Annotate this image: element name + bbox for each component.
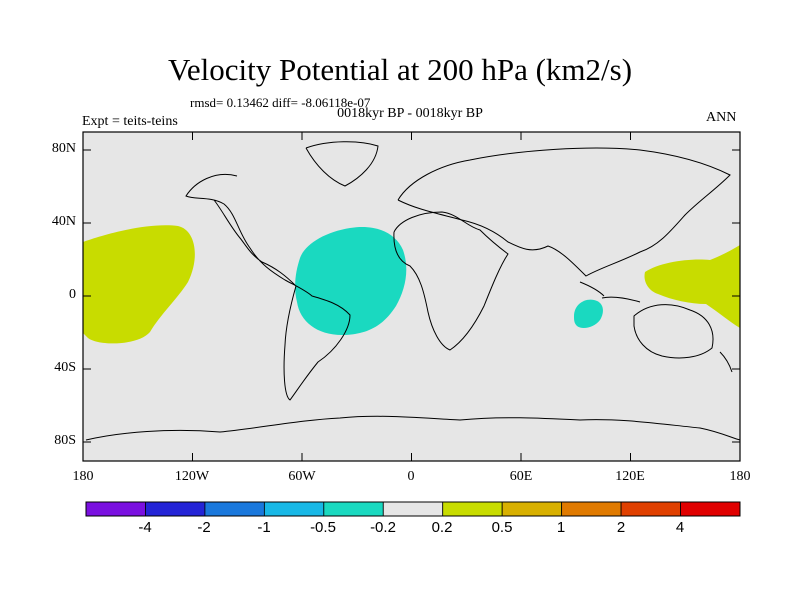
colorbar-label: -2 [197,519,211,536]
colorbar-frame [85,501,741,517]
colorbar-box [85,501,146,517]
colorbar-box [263,501,325,517]
lon-tick-label: 120E [615,469,645,484]
lon-tick-label: 60W [288,469,316,484]
lat-tick-label: 80S [54,433,76,448]
colorbar-box [145,501,206,517]
colorbar-box [561,501,622,517]
central-pacific-positive-region [83,225,195,344]
colorbar-label: -0.2 [370,519,396,536]
west-pacific-positive-region [644,245,740,328]
colorbar-box [442,501,503,517]
lon-tick-label: 0 [407,469,415,484]
lon-tick-label: 180 [729,469,751,484]
colorbar-label: 0.5 [491,519,513,536]
colorbar-box [501,501,563,517]
colorbar-label: 4 [675,519,685,536]
colorbar-label: 0.2 [431,519,453,536]
lat-tick-label: 40N [51,214,76,229]
period-label: 0018kyr BP - 0018kyr BP [337,106,483,121]
stats-text: rmsd= 0.13462 diff= -8.06118e-07 [190,95,371,110]
lat-tick-label: 0 [69,287,76,302]
colorbar-box [680,501,741,517]
lat-tick-label: 80N [51,141,76,156]
colorbar-label: -0.5 [310,519,336,536]
atlantic-negative-region [295,226,407,336]
experiment-label: Expt = teits-teins [82,114,178,129]
colorbar-label: 1 [556,519,566,536]
indian-ocean-negative-region [574,299,603,328]
lat-tick-label: 40S [54,360,76,375]
map-title: Velocity Potential at 200 hPa (km2/s) [167,52,633,87]
lon-tick-label: 180 [72,469,94,484]
lon-tick-label: 60E [509,469,533,484]
coastlines [85,141,741,441]
colorbar-box [620,501,681,517]
colorbar-label: -4 [138,519,152,536]
colorbar-box [204,501,265,517]
lon-tick-label: 120W [174,469,210,484]
axis-ticks [82,132,741,461]
season-label: ANN [706,110,737,125]
map-background [83,132,740,461]
colorbar-label: 2 [616,519,626,536]
colorbar [85,501,741,517]
colorbar-box [323,501,384,517]
colorbar-box [382,501,444,517]
colorbar-label: -1 [257,519,271,536]
